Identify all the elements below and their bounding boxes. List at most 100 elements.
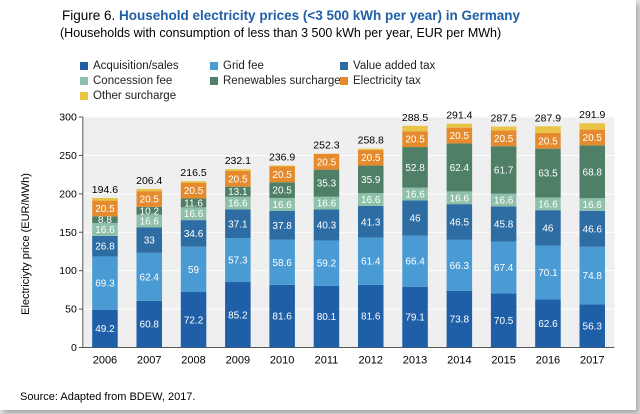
svg-text:2009: 2009	[226, 355, 250, 367]
svg-text:57.3: 57.3	[228, 256, 248, 267]
svg-text:37.1: 37.1	[228, 219, 248, 230]
svg-text:62.4: 62.4	[140, 272, 160, 283]
svg-text:20.5: 20.5	[95, 204, 115, 215]
svg-text:288.5: 288.5	[402, 112, 428, 124]
svg-text:62.6: 62.6	[538, 319, 558, 330]
svg-text:49.2: 49.2	[95, 324, 115, 335]
svg-text:16.6: 16.6	[494, 195, 514, 206]
svg-text:2008: 2008	[181, 355, 205, 367]
svg-text:46: 46	[409, 214, 421, 225]
svg-text:2007: 2007	[137, 355, 161, 367]
svg-text:52.8: 52.8	[405, 163, 425, 174]
svg-text:258.8: 258.8	[358, 135, 384, 147]
svg-text:16.6: 16.6	[317, 199, 337, 210]
svg-text:46: 46	[542, 223, 554, 234]
svg-text:85.2: 85.2	[228, 310, 248, 321]
svg-text:35.3: 35.3	[317, 179, 337, 190]
svg-text:287.9: 287.9	[535, 112, 561, 124]
svg-text:0: 0	[71, 342, 77, 354]
svg-text:291.4: 291.4	[446, 110, 472, 122]
svg-text:16.6: 16.6	[184, 209, 204, 220]
svg-text:56.3: 56.3	[583, 321, 603, 332]
svg-text:62.4: 62.4	[450, 163, 470, 174]
svg-text:81.6: 81.6	[361, 312, 381, 323]
svg-text:10.2: 10.2	[140, 206, 160, 217]
svg-text:69.3: 69.3	[95, 279, 115, 290]
svg-text:16.6: 16.6	[538, 199, 558, 210]
svg-text:40.3: 40.3	[317, 220, 337, 231]
svg-text:16.6: 16.6	[95, 225, 115, 236]
svg-text:16.6: 16.6	[140, 217, 160, 228]
svg-text:73.8: 73.8	[450, 315, 470, 326]
svg-text:300: 300	[59, 112, 77, 124]
svg-text:41.3: 41.3	[361, 217, 381, 228]
svg-text:70.1: 70.1	[538, 268, 558, 279]
svg-text:60.8: 60.8	[140, 320, 160, 331]
svg-text:2010: 2010	[270, 355, 294, 367]
svg-text:252.3: 252.3	[313, 140, 339, 152]
svg-text:68.8: 68.8	[583, 167, 603, 178]
svg-text:2006: 2006	[93, 355, 117, 367]
svg-text:70.5: 70.5	[494, 316, 514, 327]
svg-text:46.6: 46.6	[583, 224, 603, 235]
svg-text:20.5: 20.5	[450, 131, 470, 142]
svg-text:74.8: 74.8	[583, 271, 603, 282]
svg-text:61.7: 61.7	[494, 165, 514, 176]
svg-text:236.9: 236.9	[269, 151, 295, 163]
svg-text:2013: 2013	[403, 355, 427, 367]
svg-text:20.5: 20.5	[140, 195, 160, 206]
svg-text:250: 250	[59, 150, 77, 162]
svg-text:59.2: 59.2	[317, 259, 337, 270]
svg-text:2015: 2015	[491, 355, 515, 367]
svg-text:2016: 2016	[536, 355, 560, 367]
svg-text:232.1: 232.1	[225, 155, 251, 167]
svg-text:20.5: 20.5	[583, 133, 603, 144]
svg-text:20.5: 20.5	[405, 135, 425, 146]
svg-text:206.4: 206.4	[136, 175, 162, 187]
svg-text:16.6: 16.6	[272, 200, 292, 211]
svg-text:20.5: 20.5	[494, 134, 514, 145]
svg-text:2017: 2017	[580, 355, 604, 367]
svg-text:291.9: 291.9	[579, 109, 605, 121]
svg-text:20.5: 20.5	[184, 186, 204, 197]
svg-text:11.6: 11.6	[184, 198, 203, 209]
svg-text:20.5: 20.5	[361, 153, 381, 164]
svg-text:66.4: 66.4	[405, 257, 425, 268]
svg-text:13.1: 13.1	[228, 187, 248, 198]
svg-text:16.6: 16.6	[583, 200, 603, 211]
svg-text:200: 200	[59, 188, 77, 200]
svg-text:33: 33	[144, 236, 156, 247]
svg-text:100: 100	[59, 265, 77, 277]
svg-text:2014: 2014	[447, 355, 471, 367]
svg-text:67.4: 67.4	[494, 263, 514, 274]
svg-text:2012: 2012	[359, 355, 383, 367]
svg-text:150: 150	[59, 227, 77, 239]
svg-text:20.5: 20.5	[317, 157, 337, 168]
svg-text:66.3: 66.3	[450, 261, 470, 272]
svg-text:2011: 2011	[315, 355, 339, 367]
svg-text:20.5: 20.5	[538, 136, 558, 147]
svg-text:16.6: 16.6	[361, 195, 381, 206]
svg-text:20.5: 20.5	[272, 186, 292, 197]
svg-text:81.6: 81.6	[272, 312, 292, 323]
svg-text:16.6: 16.6	[405, 189, 425, 200]
svg-text:16.6: 16.6	[228, 199, 248, 210]
svg-text:46.5: 46.5	[450, 217, 470, 228]
svg-text:79.1: 79.1	[405, 313, 425, 324]
svg-text:80.1: 80.1	[317, 312, 337, 323]
svg-text:63.5: 63.5	[538, 169, 558, 180]
svg-text:59: 59	[188, 265, 200, 276]
svg-text:58.6: 58.6	[272, 258, 292, 269]
svg-text:26.8: 26.8	[95, 242, 115, 253]
svg-text:20.5: 20.5	[228, 174, 248, 185]
svg-text:35.9: 35.9	[361, 175, 381, 186]
svg-text:72.2: 72.2	[184, 315, 204, 326]
svg-text:16.6: 16.6	[450, 193, 470, 204]
svg-text:45.8: 45.8	[494, 219, 514, 230]
svg-text:194.6: 194.6	[92, 184, 118, 196]
svg-text:287.5: 287.5	[491, 113, 517, 125]
svg-text:61.4: 61.4	[361, 257, 381, 268]
svg-text:37.8: 37.8	[272, 221, 292, 232]
svg-text:216.5: 216.5	[180, 167, 206, 179]
svg-text:50: 50	[65, 304, 77, 316]
